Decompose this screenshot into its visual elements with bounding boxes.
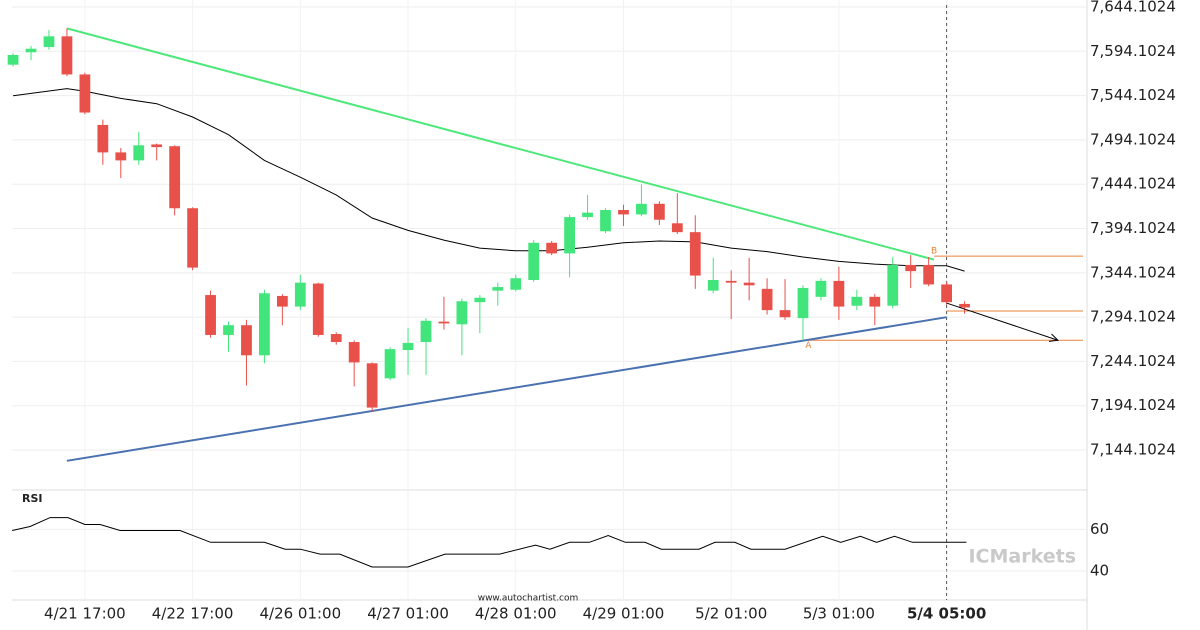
candle-body [223, 325, 234, 335]
candle-body [600, 210, 611, 232]
candle-body [582, 212, 593, 218]
rsi-line [12, 517, 967, 568]
trend-line [66, 316, 947, 462]
y-tick-label: 60 [1090, 520, 1109, 538]
candle-body [492, 287, 504, 291]
y-tick-label: 7,444.1024 [1090, 175, 1176, 193]
candle-body [366, 363, 378, 408]
candle-body [205, 295, 216, 335]
candle-body [905, 264, 917, 272]
x-tick-label: 5/2 01:00 [695, 605, 767, 623]
candle-body [259, 293, 270, 356]
candle-body [725, 280, 737, 283]
x-tick-label: 4/26 01:00 [259, 605, 341, 623]
moving-average [13, 88, 965, 272]
y-tick-label: 7,244.1024 [1090, 352, 1176, 370]
candle-body [689, 232, 701, 276]
y-tick-label: 7,344.1024 [1090, 263, 1176, 281]
candle-body [276, 295, 288, 307]
candle-body [815, 280, 827, 297]
candle-body [564, 217, 575, 254]
x-tick-label: 5/4 05:00 [907, 605, 986, 623]
candle-body [636, 203, 647, 215]
candle-body [25, 48, 37, 53]
candle-body [797, 287, 809, 319]
candle-body [618, 210, 629, 215]
candle-body [169, 146, 181, 209]
x-tick-label: 4/27 01:00 [367, 605, 449, 623]
candle-body [869, 296, 881, 307]
candle-body [653, 203, 665, 220]
candle-body [671, 223, 683, 233]
candle-body [923, 264, 935, 285]
candle-body [151, 144, 163, 148]
y-tick-label: 7,394.1024 [1090, 219, 1176, 237]
candle-body [528, 242, 540, 280]
candle-body [7, 54, 19, 65]
forecast-arrow [946, 302, 1059, 341]
candle-body [312, 283, 324, 335]
watermark: www.autochartist.com [478, 594, 579, 604]
y-tick-label: 7,644.1024 [1090, 0, 1176, 15]
candle-body [743, 282, 755, 286]
y-tick-label: 7,494.1024 [1090, 130, 1176, 148]
x-tick-label: 4/28 01:00 [475, 605, 557, 623]
candle-body [330, 334, 342, 343]
candle-body [97, 124, 109, 153]
candle-body [294, 282, 306, 307]
candle-body [384, 349, 396, 379]
candle-body [402, 342, 414, 350]
candle-body [438, 321, 450, 324]
candle-body [474, 297, 486, 303]
x-tick-label: 4/22 17:00 [152, 605, 234, 623]
y-tick-label: 7,544.1024 [1090, 86, 1176, 104]
candle-body [456, 301, 468, 325]
candle-body [761, 288, 773, 311]
candle-body [941, 284, 952, 303]
candle-body [133, 145, 145, 161]
candle-body [833, 280, 845, 307]
y-tick-label: 7,194.1024 [1090, 396, 1176, 414]
y-tick-label: 7,294.1024 [1090, 308, 1176, 326]
candle-body [79, 74, 91, 113]
candle-body [115, 152, 127, 161]
y-tick-label: 40 [1090, 561, 1109, 579]
candle-body [187, 208, 198, 268]
y-tick-label: 7,144.1024 [1090, 441, 1176, 459]
candle-body [348, 342, 360, 363]
pattern-label: B [931, 246, 937, 256]
candle-body [851, 296, 863, 306]
x-tick-label: 4/29 01:00 [583, 605, 665, 623]
candle-body [779, 310, 791, 318]
rsi-title: RSI [22, 492, 43, 505]
pattern-label: A [805, 341, 812, 351]
x-tick-label: 5/3 01:00 [803, 605, 875, 623]
x-tick-label: 4/21 17:00 [44, 605, 126, 623]
candle-body [887, 264, 899, 306]
candle-body [61, 36, 73, 75]
candle-body [546, 242, 558, 254]
candle-body [959, 303, 970, 308]
candle-body [43, 36, 55, 47]
candle-body [510, 278, 522, 290]
logo: ICMarkets [968, 546, 1076, 568]
candle-body [420, 320, 432, 343]
candle-body [241, 325, 252, 356]
y-tick-label: 7,594.1024 [1090, 42, 1176, 60]
trend-line [66, 27, 935, 261]
arrow-head [1048, 333, 1060, 342]
candle-body [707, 280, 719, 291]
